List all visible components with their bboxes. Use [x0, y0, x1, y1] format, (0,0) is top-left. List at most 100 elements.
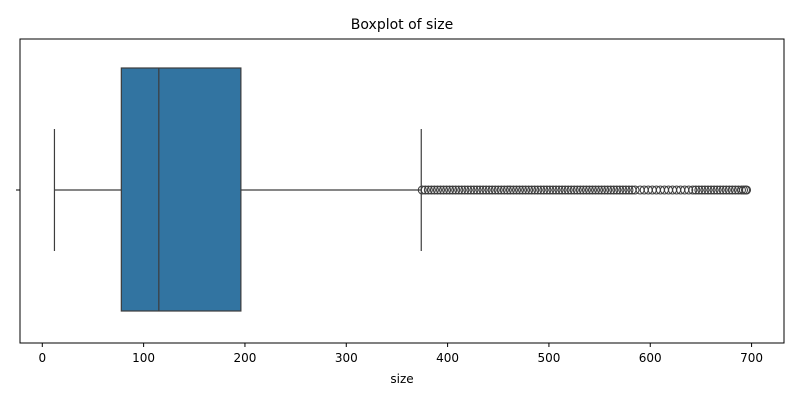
- outlier-point: [533, 185, 543, 195]
- outlier-point: [587, 185, 598, 195]
- outlier-point: [542, 185, 552, 195]
- outlier-point: [557, 185, 567, 195]
- outlier-point: [445, 185, 455, 195]
- outlier-point: [597, 185, 607, 195]
- outlier-point: [426, 185, 436, 195]
- outlier-point: [594, 185, 604, 195]
- outlier-point: [615, 185, 625, 195]
- outlier-point: [451, 185, 461, 195]
- outlier-point: [481, 185, 491, 195]
- outlier-point: [718, 185, 728, 195]
- outlier-point: [429, 185, 439, 195]
- outlier-point: [554, 185, 564, 195]
- iqr-box: [120, 67, 242, 312]
- x-tick-label: 100: [132, 351, 155, 365]
- boxplot-series: [53, 67, 752, 312]
- outlier-point: [478, 185, 488, 195]
- outlier-point: [694, 185, 704, 195]
- outlier-point: [472, 185, 482, 195]
- outlier-point: [420, 185, 430, 195]
- outlier-point: [423, 185, 433, 195]
- outlier-point: [618, 185, 628, 195]
- outlier-point: [521, 185, 531, 195]
- x-tick-label: 400: [436, 351, 459, 365]
- outlier-point: [609, 185, 619, 195]
- outlier-point: [590, 185, 601, 195]
- outlier-point: [691, 185, 701, 195]
- outlier-point: [572, 185, 582, 195]
- x-tick-label: 0: [38, 351, 46, 365]
- outlier-point: [551, 185, 561, 195]
- plot-area-frame: [19, 38, 785, 344]
- outlier-point: [630, 185, 640, 195]
- x-tick-label: 200: [233, 351, 256, 365]
- outlier-point: [575, 185, 585, 195]
- outlier-point: [460, 185, 470, 195]
- outlier-point: [621, 185, 631, 195]
- outlier-point: [524, 185, 534, 195]
- outlier-point: [496, 185, 506, 195]
- outlier-point: [566, 185, 576, 195]
- outlier-point: [715, 185, 725, 195]
- outlier-point: [466, 185, 476, 195]
- outlier-point: [563, 185, 573, 195]
- outlier-point: [457, 185, 467, 195]
- x-axis-title: size: [390, 372, 413, 386]
- outlier-point: [578, 185, 588, 195]
- outlier-point: [612, 185, 622, 195]
- outlier-point: [706, 185, 716, 195]
- x-tick-label: 300: [335, 351, 358, 365]
- outlier-point: [475, 185, 485, 195]
- outlier-point: [484, 185, 494, 195]
- outlier-point: [438, 185, 449, 195]
- x-axis: 0 100 200 300 400 500 600 700: [38, 343, 763, 365]
- outlier-point: [505, 185, 515, 195]
- outlier-point: [508, 185, 519, 195]
- outlier-point: [469, 185, 479, 195]
- outlier-point: [741, 185, 752, 195]
- outlier-point: [560, 185, 570, 195]
- outlier-point: [684, 185, 694, 195]
- outlier-point: [536, 185, 546, 195]
- outlier-point: [454, 185, 464, 195]
- outlier-point: [417, 185, 427, 195]
- outlier-point: [600, 185, 610, 195]
- outlier-point: [435, 185, 446, 195]
- x-tick-label: 600: [639, 351, 662, 365]
- outlier-point: [581, 185, 591, 195]
- outlier-point: [448, 185, 458, 195]
- outlier-point: [584, 185, 595, 195]
- outlier-point: [697, 185, 707, 195]
- outlier-point: [499, 185, 509, 195]
- outlier-point: [502, 185, 512, 195]
- outlier-point: [527, 185, 537, 195]
- outlier-point: [624, 185, 634, 195]
- outlier-point: [603, 185, 613, 195]
- outlier-point: [539, 185, 549, 195]
- outlier-point: [432, 185, 443, 195]
- x-tick-label: 500: [537, 351, 560, 365]
- outlier-point: [548, 185, 558, 195]
- outlier-point: [530, 185, 540, 195]
- outlier-point: [703, 185, 713, 195]
- outlier-point: [545, 185, 555, 195]
- outlier-point: [463, 185, 473, 195]
- chart-title: Boxplot of size: [351, 17, 453, 33]
- outlier-point: [569, 185, 579, 195]
- outlier-point: [700, 185, 710, 195]
- outlier-point: [712, 185, 722, 195]
- outlier-point: [709, 185, 719, 195]
- outlier-point: [724, 185, 734, 195]
- outlier-point: [606, 185, 616, 195]
- outlier-point: [721, 185, 731, 195]
- outlier-point: [518, 185, 528, 195]
- outlier-point: [727, 185, 737, 195]
- outlier-point: [493, 185, 503, 195]
- outlier-point: [688, 185, 698, 195]
- outlier-point: [490, 185, 500, 195]
- outlier-point: [514, 185, 525, 195]
- outlier-point: [511, 185, 522, 195]
- outlier-point: [442, 185, 452, 195]
